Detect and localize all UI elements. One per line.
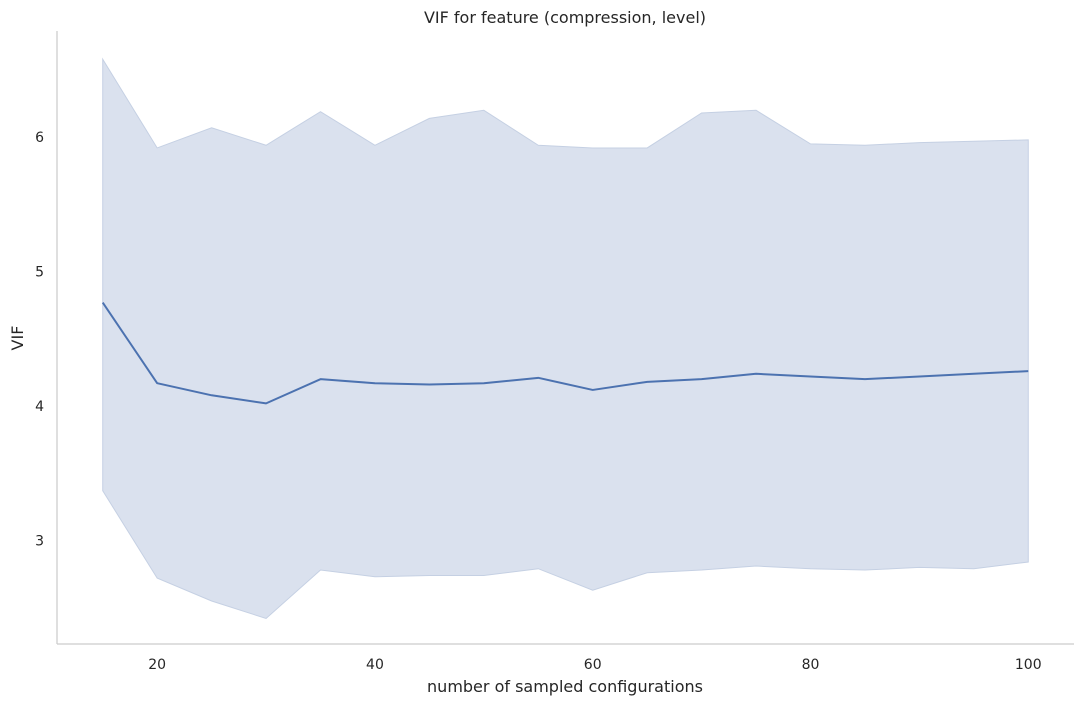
data-point [755,373,757,375]
confidence-band-0 [102,57,1029,620]
x-tick-label: 100 [1015,657,1042,673]
data-point [483,382,485,384]
data-point [428,384,430,386]
x-axis-label: number of sampled configurations [427,677,703,696]
plot-area [101,57,1029,620]
y-tick-label: 4 [35,399,44,415]
x-tick-label: 20 [148,657,166,673]
x-tick-label: 40 [366,657,384,673]
chart-title: VIF for feature (compression, level) [424,8,706,27]
data-point [809,375,811,377]
data-point [102,302,104,304]
data-point [265,402,267,404]
data-point [701,378,703,380]
data-point [973,373,975,375]
x-tick-label: 80 [802,657,820,673]
data-point [864,378,866,380]
data-point [320,378,322,380]
x-tick-labels: 20 40 60 80 100 [148,657,1041,673]
data-point [374,382,376,384]
data-point [156,382,158,384]
data-point [646,381,648,383]
series-line-0 [101,301,1029,405]
x-tick-label: 60 [584,657,602,673]
y-tick-label: 5 [35,265,44,281]
data-point [537,377,539,379]
y-axis-label: VIF [8,326,27,351]
data-point [918,375,920,377]
data-point [211,394,213,396]
data-point [1027,370,1029,372]
y-tick-labels: 3 4 5 6 [35,130,44,549]
data-point [592,389,594,391]
y-tick-label: 6 [35,130,44,146]
y-tick-label: 3 [35,533,44,549]
